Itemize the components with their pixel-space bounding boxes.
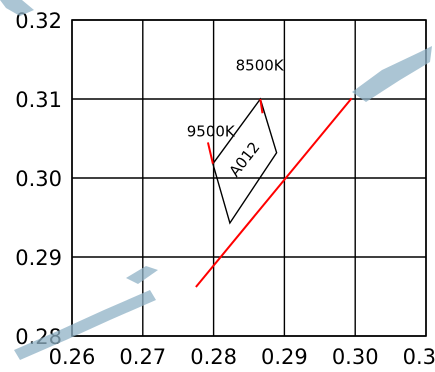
series-line	[195, 97, 353, 288]
y-tick-labels: 0.280.290.300.310.32	[15, 9, 62, 349]
x-tick-label: 0.28	[190, 345, 237, 369]
watermark-stroke-lower-left-1	[126, 266, 158, 284]
annotations: 8500K 9500K	[187, 56, 285, 140]
x-tick-label: 0.31	[403, 345, 435, 369]
annotation-label: 8500K	[236, 56, 285, 74]
x-tick-label: 0.29	[261, 345, 308, 369]
regions: A012	[212, 97, 278, 225]
x-tick-label: 0.26	[49, 345, 96, 369]
y-tick-label: 0.29	[15, 246, 62, 270]
watermark-stroke-lower-left-2	[14, 290, 156, 360]
y-tick-label: 0.30	[15, 167, 62, 191]
watermark-stroke-right	[352, 46, 432, 102]
x-tick-label: 0.27	[119, 345, 166, 369]
watermark-stroke-top-left	[0, 0, 34, 16]
x-tick-labels: 0.26 0.27 0.28 0.29 0.30 0.31	[49, 345, 435, 369]
annotation-label: 9500K	[187, 123, 236, 141]
x-tick-label: 0.30	[332, 345, 379, 369]
plot-frame	[71, 19, 427, 337]
series-line	[259, 98, 264, 114]
y-tick-label: 0.31	[15, 88, 62, 112]
series-lines	[195, 97, 353, 288]
region-label: A012	[225, 138, 263, 180]
region-polygon	[212, 97, 278, 225]
series-line	[206, 142, 214, 165]
watermark	[0, 0, 432, 360]
